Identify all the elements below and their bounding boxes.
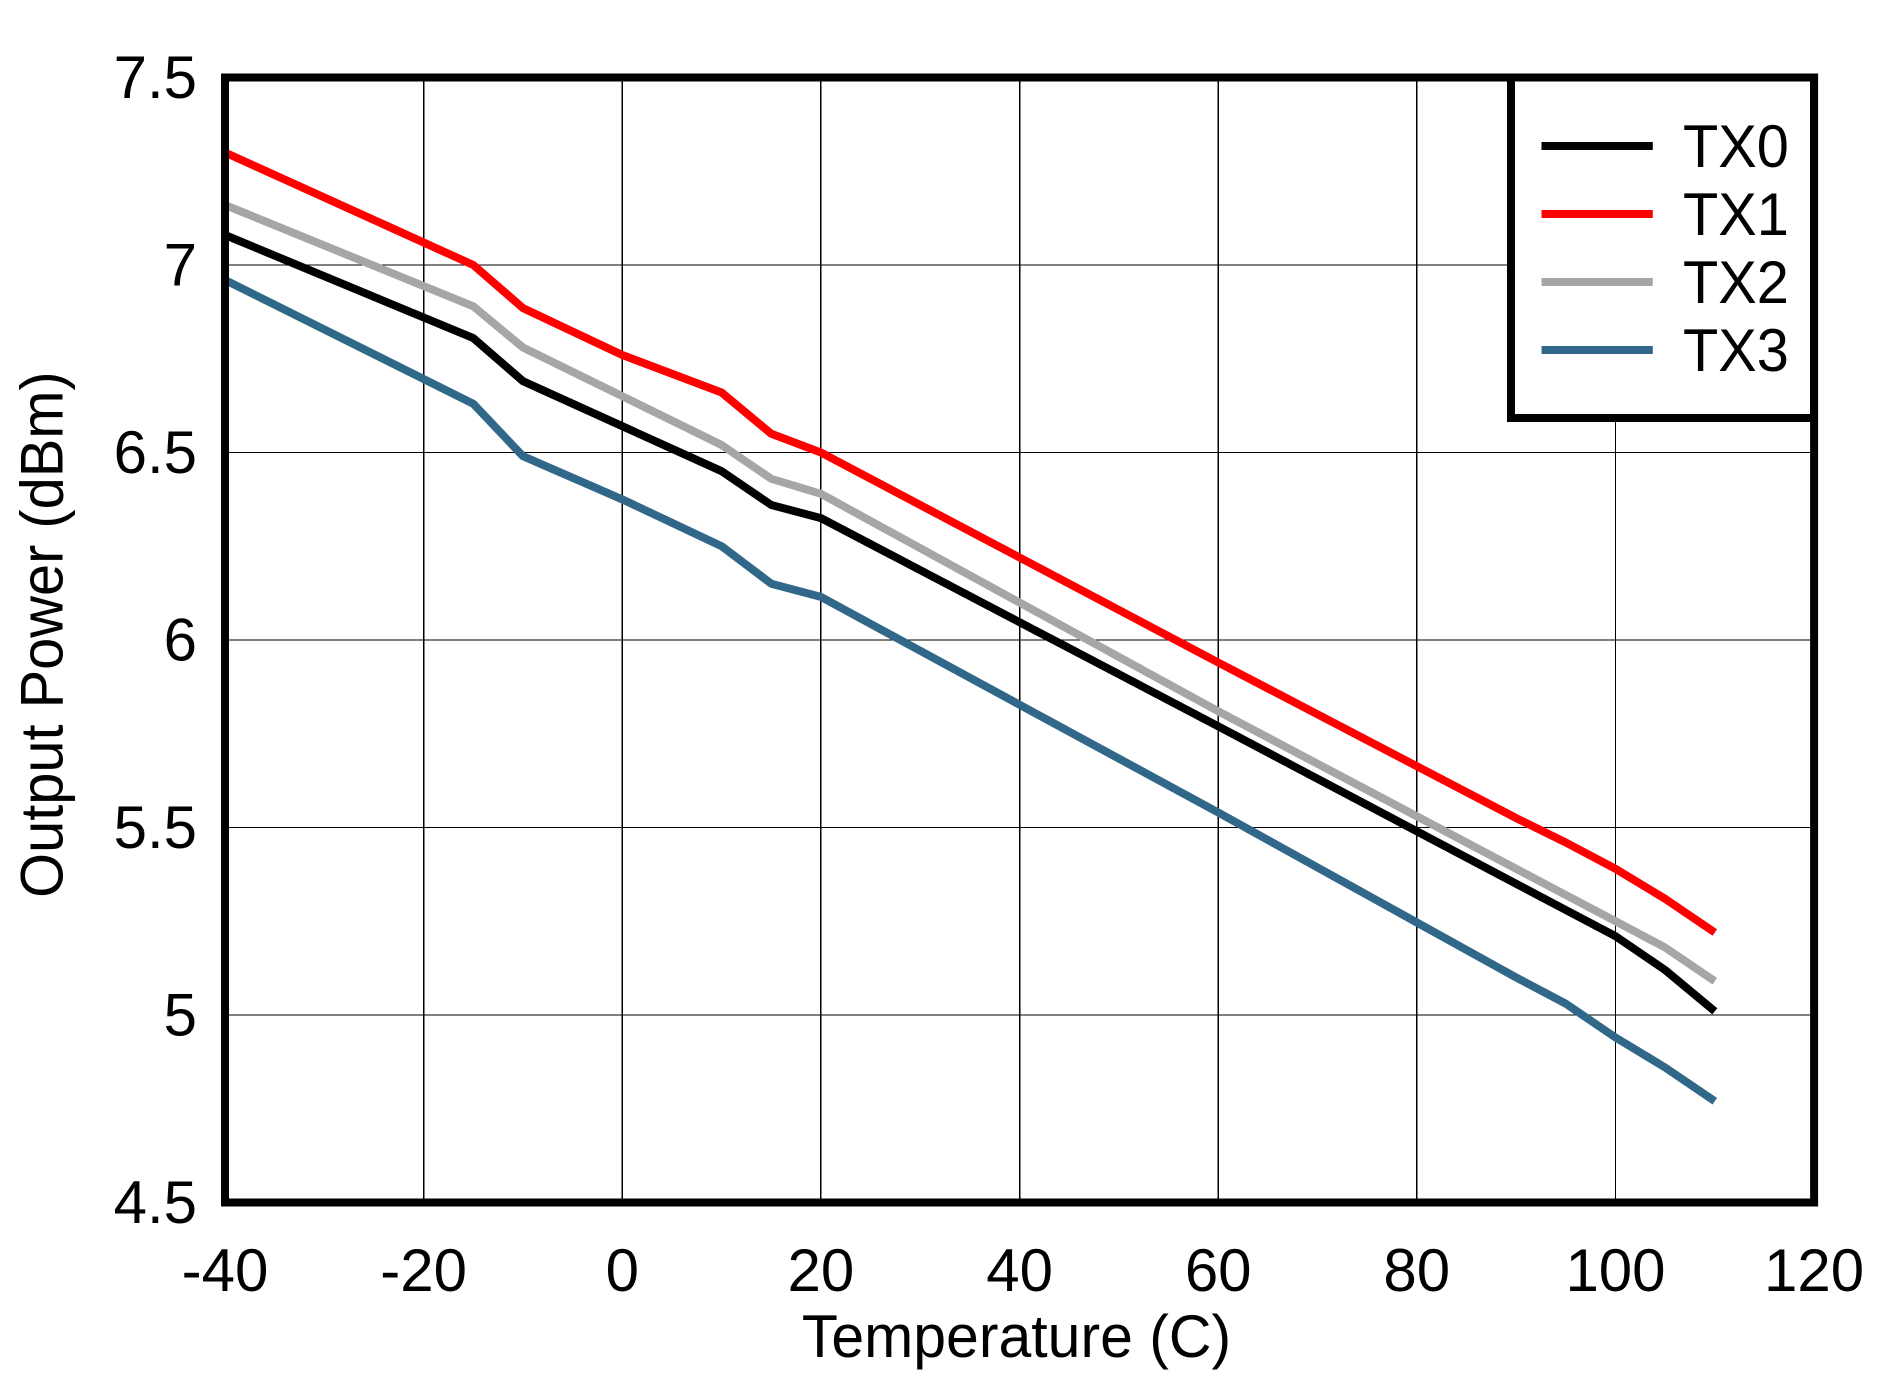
svg-text:6.5: 6.5 <box>114 419 197 486</box>
svg-text:TX2: TX2 <box>1683 250 1789 316</box>
svg-text:40: 40 <box>986 1237 1053 1304</box>
svg-text:100: 100 <box>1565 1237 1665 1304</box>
svg-text:TX0: TX0 <box>1683 114 1789 180</box>
svg-text:0: 0 <box>606 1237 639 1304</box>
svg-text:20: 20 <box>788 1237 855 1304</box>
svg-text:5.5: 5.5 <box>114 794 197 861</box>
svg-text:6: 6 <box>164 607 197 674</box>
svg-text:4.5: 4.5 <box>114 1169 197 1236</box>
svg-text:TX1: TX1 <box>1683 182 1789 248</box>
svg-text:120: 120 <box>1764 1237 1864 1304</box>
svg-text:80: 80 <box>1383 1237 1450 1304</box>
svg-text:TX3: TX3 <box>1683 318 1789 384</box>
svg-text:-20: -20 <box>380 1237 467 1304</box>
svg-text:Output Power (dBm): Output Power (dBm) <box>10 371 76 898</box>
svg-text:7: 7 <box>164 232 197 299</box>
svg-text:Temperature (C): Temperature (C) <box>802 1303 1231 1371</box>
svg-text:-40: -40 <box>182 1237 269 1304</box>
svg-text:7.5: 7.5 <box>114 44 197 111</box>
svg-text:60: 60 <box>1185 1237 1252 1304</box>
svg-text:5: 5 <box>164 982 197 1049</box>
